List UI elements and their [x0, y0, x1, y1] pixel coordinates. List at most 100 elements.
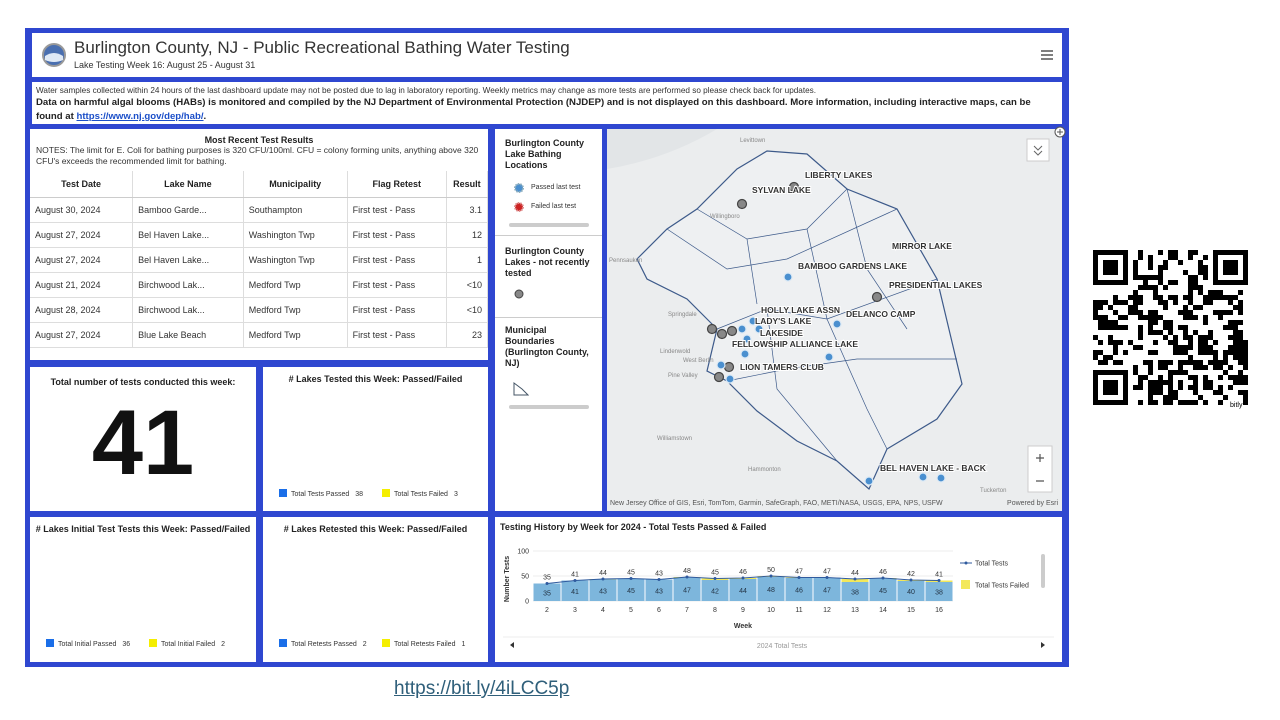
legend-panel: Burlington County Lake Bathing Locations…: [495, 129, 602, 511]
x-tick-label: 15: [907, 607, 915, 614]
x-tick-label: 5: [629, 607, 633, 614]
pie-panel: # Lakes Tested this Week: Passed/Failed T…: [263, 367, 488, 511]
x-tick-label: 12: [823, 607, 831, 614]
chart-title: Testing History by Week for 2024 - Total…: [500, 522, 766, 532]
divider: [509, 405, 589, 409]
lake-marker: [706, 323, 718, 335]
legend-value: 38: [355, 491, 363, 498]
bar-label: 43: [655, 588, 663, 595]
pie-panel: # Lakes Retested this Week: Passed/Faile…: [263, 517, 488, 662]
table-cell: Bamboo Garde...: [132, 197, 244, 223]
legend-value: 36: [122, 641, 130, 648]
x-tick-label: 3: [573, 607, 577, 614]
total-panel: Total number of tests conducted this wee…: [30, 367, 256, 511]
lake-label: LIBERTY LAKES: [805, 170, 873, 180]
bar-segment: [841, 582, 869, 601]
table-cell: First test - Pass: [347, 272, 447, 298]
total-value: 41: [91, 392, 195, 494]
menu-icon[interactable]: [1040, 48, 1054, 62]
table-row: August 28, 2024 Birchwood Lak... Medford T…: [30, 297, 488, 323]
lake-marker: [788, 181, 800, 193]
notice-suffix: .: [203, 111, 207, 122]
bar-segment: [561, 580, 589, 601]
pie-chart: Total Retests Passed 2 Total Retests Faile…: [279, 639, 465, 648]
map-powered: Powered by Esri: [1007, 500, 1058, 507]
line-label: 41: [571, 572, 579, 579]
lake-marker: [713, 371, 725, 383]
line-point: [545, 582, 549, 585]
legend-label: Total Retests Passed: [291, 641, 357, 648]
pie-title: # Lakes Retested this Week: Passed/Faile…: [283, 524, 468, 534]
map-toggle-icon: [1033, 145, 1043, 156]
municipal-boundary: [846, 188, 908, 330]
notice-line: Water samples collected within 24 hours …: [36, 86, 817, 95]
expand-icon[interactable]: [1054, 126, 1066, 138]
line-label: 43: [655, 571, 663, 578]
notice-text: Data on harmful algal blooms (HABs) is m…: [36, 97, 1031, 122]
line-label: 45: [711, 570, 719, 577]
place-label: Williamstown: [657, 436, 692, 442]
lake-label: LAKESIDE: [760, 328, 803, 338]
line-point: [657, 578, 661, 581]
lake-marker: [740, 349, 750, 359]
qr-label: bitly: [1230, 402, 1243, 409]
divider: [509, 223, 589, 227]
legend-label: Total Initial Passed: [58, 641, 116, 648]
legend-dot: [964, 561, 968, 565]
table-cell: August 28, 2024: [30, 297, 134, 323]
boundary-icon: [513, 382, 529, 396]
bar-segment: [925, 582, 953, 601]
untested-icon: [514, 289, 524, 299]
header-title: Burlington County, NJ - Public Recreatio…: [74, 38, 570, 57]
bar-segment: [589, 579, 617, 601]
line-label: 44: [851, 570, 859, 577]
line-point: [881, 576, 885, 580]
zoom-control[interactable]: [1027, 445, 1053, 493]
table-cell: Birchwood Lak...: [132, 272, 244, 298]
legend-passed: Passed last test: [531, 184, 581, 191]
pie-chart: Total Initial Passed 36 Total Initial Fail…: [46, 639, 225, 648]
place-label: Tuckerton: [980, 488, 1006, 494]
legend-label: Total Tests Passed: [291, 491, 349, 498]
table-row: August 27, 2024 Bel Haven Lake... Washingt…: [30, 247, 488, 273]
legend-swatch: [961, 580, 970, 589]
place-label: Pine Valley: [668, 373, 698, 379]
line-point: [601, 577, 605, 581]
map-canvas[interactable]: Levittown Willingboro Pennsauken Springdale…: [607, 129, 1062, 511]
lake-label: FELLOWSHIP ALLIANCE LAKE: [732, 339, 858, 349]
legend-label: Total Initial Failed: [161, 641, 215, 648]
bar-label: 45: [627, 588, 635, 595]
lake-marker: [936, 473, 946, 483]
lake-marker: [716, 360, 726, 370]
table-cell: <10: [446, 297, 488, 323]
table-cell: Medford Twp: [243, 322, 348, 348]
table-cell: Washington Twp: [243, 247, 348, 273]
x-tick-label: 8: [713, 607, 717, 614]
footer-link[interactable]: https://bit.ly/4iLCC5p: [394, 678, 570, 699]
results-table: Test Date Lake Name Municipality Flag Retes…: [30, 171, 488, 348]
line-point: [741, 576, 745, 580]
history-panel: Testing History by Week for 2024 - Total…: [495, 517, 1062, 662]
scroll-right: [1041, 642, 1045, 648]
municipal-boundary: [716, 278, 938, 330]
legend-swatch: [382, 489, 390, 497]
x-tick-label: 9: [741, 607, 745, 614]
bar-segment: [757, 577, 785, 601]
legend-value: 1: [461, 641, 465, 648]
map[interactable]: Levittown Willingboro Pennsauken Springdale…: [607, 129, 1062, 511]
hab-link[interactable]: https://www.nj.gov/dep/hab/: [76, 111, 204, 122]
lake-marker: [754, 324, 764, 334]
x-tick-label: 16: [935, 607, 943, 614]
table-cell: Medford Twp: [243, 297, 348, 323]
lake-marker: [716, 328, 728, 340]
legend-swatch: [279, 489, 287, 497]
bar-segment: [645, 579, 673, 601]
table-cell: First test - Pass: [347, 197, 447, 223]
table-cell: First test - Pass: [347, 222, 447, 248]
legend-title: Burlington County Lake Bathing Locations: [505, 138, 584, 170]
lake-label: DELANCO CAMP: [846, 309, 916, 319]
table-cell: <10: [446, 272, 488, 298]
header-row: Test Date Lake Name Municipality Flag Retes…: [30, 171, 488, 198]
table-cell: Medford Twp: [243, 272, 348, 298]
table-row: August 21, 2024 Birchwood Lak... Medford T…: [30, 272, 488, 298]
